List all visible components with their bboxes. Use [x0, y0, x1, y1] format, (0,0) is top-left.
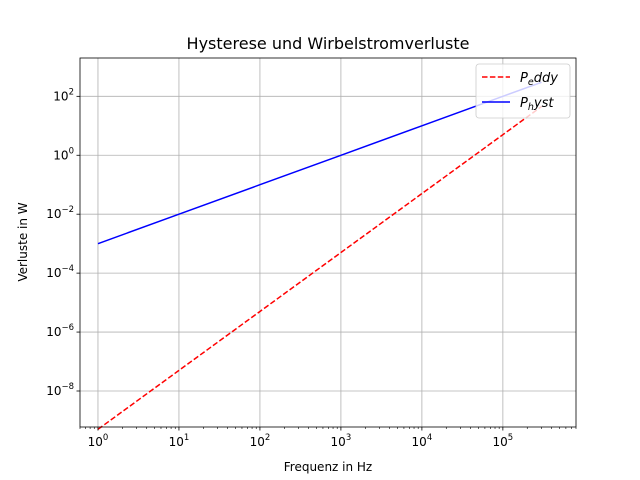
- series-line: [97, 105, 542, 430]
- x-axis-ticks: 100 101 102 103 104 105: [88, 427, 514, 449]
- x-tick-label: 101: [169, 433, 190, 449]
- y-tick-label: 102: [53, 87, 74, 103]
- chart-title: Hysterese und Wirbelstromverluste: [187, 34, 470, 53]
- series-line: [97, 81, 542, 245]
- y-tick-label: 100: [53, 146, 74, 162]
- x-tick-label: 100: [88, 433, 109, 449]
- y-tick-label: 10−6: [46, 323, 74, 339]
- grid: [80, 58, 576, 427]
- legend: Peddy Physt: [475, 63, 571, 119]
- y-axis-label: Verluste in W: [16, 202, 30, 281]
- x-axis-label: Frequenz in Hz: [284, 460, 372, 474]
- y-tick-label: 10−4: [46, 264, 74, 280]
- y-axis-ticks: 10−8 10−6 10−4 10−2 100 102: [46, 87, 80, 398]
- legend-label: Physt: [520, 96, 554, 113]
- x-tick-label: 103: [331, 433, 352, 449]
- plot-area-frame: [79, 57, 577, 428]
- x-tick-label: 105: [493, 433, 514, 449]
- plot-lines: [97, 81, 542, 430]
- x-tick-label: 102: [250, 433, 271, 449]
- y-tick-label: 10−8: [46, 382, 74, 398]
- x-tick-label: 104: [412, 433, 433, 449]
- y-tick-label: 10−2: [46, 205, 74, 221]
- legend-label: Peddy: [520, 71, 558, 88]
